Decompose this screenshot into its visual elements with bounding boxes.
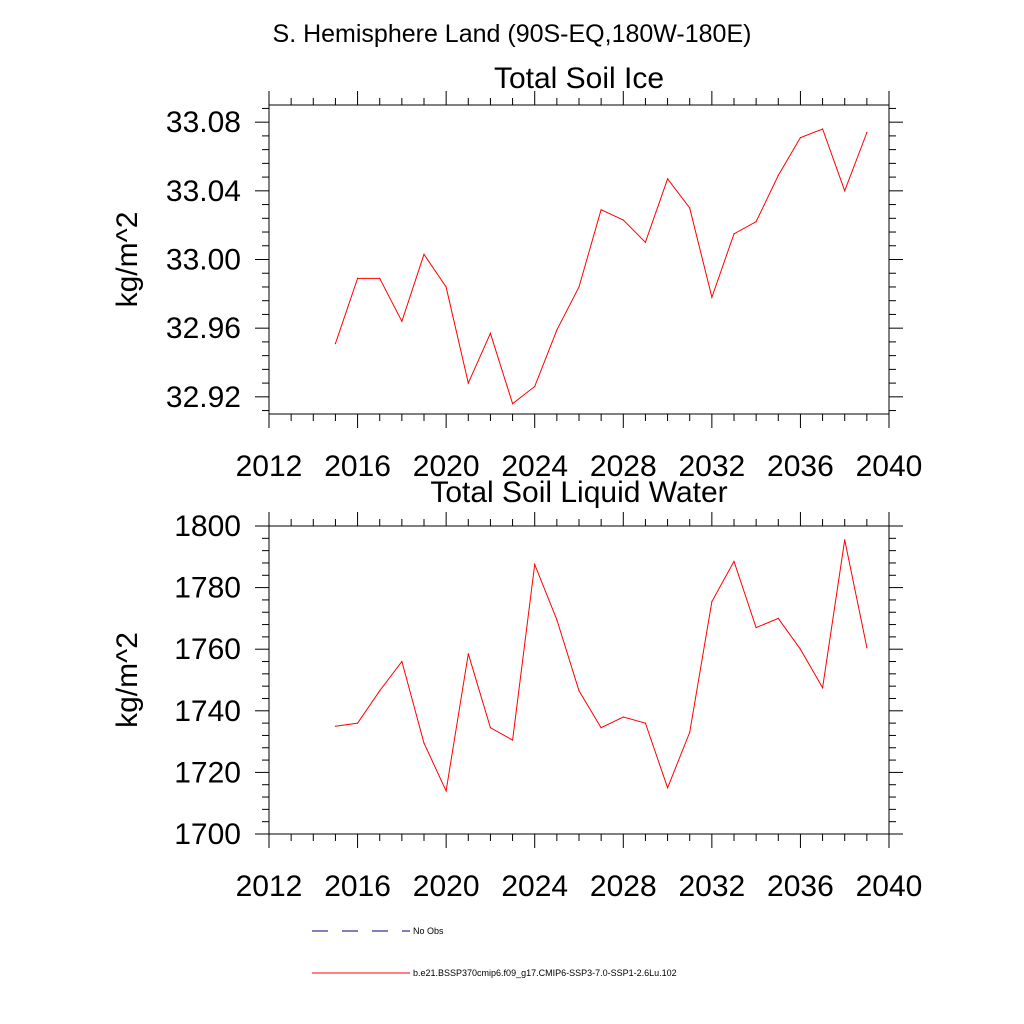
data-point xyxy=(356,277,359,279)
x-tick-label: 2016 xyxy=(324,450,391,483)
y-tick-label: 33.08 xyxy=(166,106,241,139)
data-point xyxy=(799,137,802,139)
data-point xyxy=(666,178,669,180)
y-tick-label: 33.04 xyxy=(166,175,241,208)
data-point xyxy=(799,648,802,650)
axes-frame xyxy=(268,512,890,848)
data-point xyxy=(777,617,779,620)
x-tick-label: 2024 xyxy=(501,870,568,903)
data-point xyxy=(622,219,624,221)
data-point xyxy=(379,690,381,692)
data-point xyxy=(755,627,757,629)
data-point xyxy=(401,320,403,322)
x-tick-label: 2024 xyxy=(501,450,568,483)
x-tick-label: 2012 xyxy=(236,870,303,903)
legend-item: b.e21.BSSP370cmip6.f09_g17.CMIP6-SSP3-7.… xyxy=(312,968,677,978)
data-point xyxy=(689,207,691,209)
x-tick-label: 2032 xyxy=(678,870,745,903)
series-line xyxy=(334,128,868,405)
data-point xyxy=(844,190,846,192)
data-point xyxy=(733,233,735,235)
chart-panel-2: Total Soil Liquid Water kg/m^2 2012 2016 202… xyxy=(111,476,922,903)
data-point xyxy=(866,131,868,134)
y-tick-label: 1720 xyxy=(174,756,241,789)
data-point xyxy=(511,739,514,741)
data-point xyxy=(600,209,602,211)
x-tick-label: 2020 xyxy=(413,870,480,903)
legend: No Obs b.e21.BSSP370cmip6.f09_g17.CMIP6-S… xyxy=(312,926,677,978)
data-point xyxy=(622,716,624,718)
x-tick-label: 2012 xyxy=(236,450,303,483)
x-tick-label: 2016 xyxy=(324,870,391,903)
data-point xyxy=(401,660,403,663)
data-point xyxy=(556,619,558,621)
y-axis-label: kg/m^2 xyxy=(111,632,144,728)
data-point xyxy=(755,221,757,223)
axes-frame xyxy=(268,91,890,428)
tick-marks xyxy=(255,91,903,428)
data-point xyxy=(711,296,713,298)
data-point xyxy=(644,722,647,724)
data-point xyxy=(379,277,381,279)
data-point xyxy=(423,742,425,744)
data-point xyxy=(445,790,447,792)
data-point xyxy=(578,690,580,692)
x-tick-label: 2040 xyxy=(856,870,923,903)
legend-label: No Obs xyxy=(413,926,444,936)
data-point xyxy=(534,385,536,388)
data-point xyxy=(866,647,868,649)
data-point xyxy=(511,403,514,405)
data-point xyxy=(445,286,447,288)
data-point xyxy=(821,687,824,689)
y-tick-label: 1780 xyxy=(174,572,241,605)
y-tick-label: 1760 xyxy=(174,633,241,666)
data-point xyxy=(600,727,602,729)
y-tick-label: 32.96 xyxy=(166,312,241,345)
y-tick-label: 1700 xyxy=(174,818,241,851)
page-title: S. Hemisphere Land (90S-EQ,180W-180E) xyxy=(273,20,752,48)
x-tick-label: 2036 xyxy=(767,450,834,483)
x-tick-label: 2020 xyxy=(413,450,480,483)
y-tick-label: 33.00 xyxy=(166,244,241,277)
x-tick-label: 2032 xyxy=(678,450,745,483)
y-tick-label: 32.92 xyxy=(166,381,241,414)
y-tick-label: 1740 xyxy=(174,695,241,728)
data-point xyxy=(467,653,469,655)
y-axis-label: kg/m^2 xyxy=(111,212,144,308)
data-point xyxy=(423,253,425,255)
x-tick-label: 2028 xyxy=(590,870,657,903)
data-point xyxy=(334,725,337,727)
data-point xyxy=(578,286,580,288)
tick-marks xyxy=(255,512,903,848)
data-point xyxy=(534,563,536,566)
chart-title: Total Soil Liquid Water xyxy=(430,476,727,509)
data-point xyxy=(334,343,337,345)
x-tick-label: 2028 xyxy=(590,450,657,483)
x-tick-label: 2036 xyxy=(767,870,834,903)
data-point xyxy=(689,731,691,733)
x-tick-label: 2040 xyxy=(856,450,923,483)
data-point xyxy=(821,128,824,130)
data-point xyxy=(777,174,779,176)
data-point xyxy=(489,332,492,334)
data-point xyxy=(489,727,492,729)
chart-title: Total Soil Ice xyxy=(494,62,664,95)
data-point xyxy=(556,329,558,331)
legend-label: b.e21.BSSP370cmip6.f09_g17.CMIP6-SSP3-7.… xyxy=(413,968,677,978)
chart-panel-1: Total Soil Ice kg/m^2 2012 2016 2020 2024 2028… xyxy=(111,62,922,483)
y-tick-label: 1800 xyxy=(174,510,241,543)
legend-item: No Obs xyxy=(312,926,444,936)
data-point xyxy=(356,722,359,724)
data-point xyxy=(666,787,669,789)
data-point xyxy=(711,600,713,603)
data-point xyxy=(733,560,735,563)
data-point xyxy=(467,382,469,384)
series-line xyxy=(335,539,868,793)
data-point xyxy=(844,539,846,541)
data-point xyxy=(644,241,647,243)
